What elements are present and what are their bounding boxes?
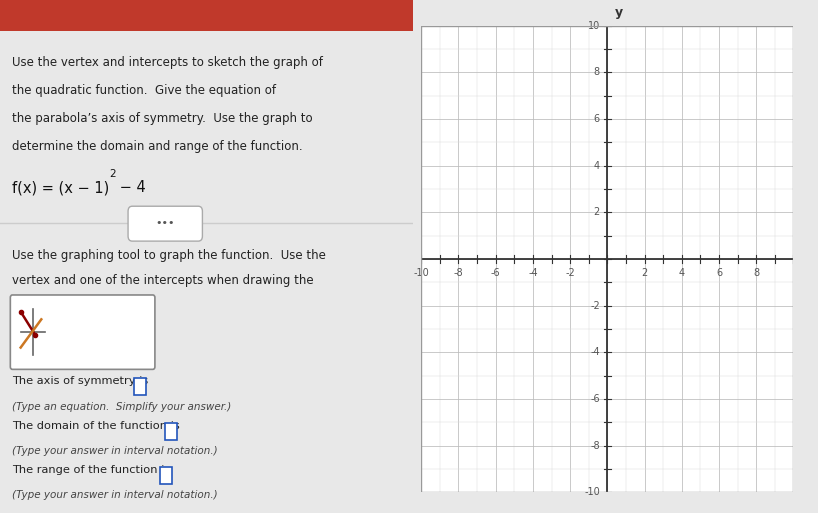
Text: •••: ••• — [155, 218, 175, 228]
Text: 10: 10 — [587, 21, 600, 31]
Text: -10: -10 — [413, 268, 429, 279]
Text: -4: -4 — [591, 347, 600, 358]
Text: -4: -4 — [528, 268, 537, 279]
Text: -6: -6 — [591, 394, 600, 404]
FancyBboxPatch shape — [160, 467, 172, 484]
Text: The domain of the function is: The domain of the function is — [12, 421, 180, 431]
Text: 6: 6 — [716, 268, 722, 279]
Text: -2: -2 — [590, 301, 600, 311]
Text: graph.: graph. — [12, 300, 51, 313]
FancyBboxPatch shape — [134, 378, 146, 395]
Text: Use the vertex and intercepts to sketch the graph of: Use the vertex and intercepts to sketch … — [12, 56, 323, 69]
Text: -2: -2 — [565, 268, 575, 279]
Text: 4: 4 — [594, 161, 600, 171]
Text: 8: 8 — [753, 268, 759, 279]
Text: enlarge: enlarge — [70, 333, 115, 347]
Text: 4: 4 — [679, 268, 685, 279]
Text: y: y — [615, 6, 623, 18]
Text: The axis of symmetry is: The axis of symmetry is — [12, 377, 149, 386]
Text: -8: -8 — [591, 441, 600, 451]
Text: 2: 2 — [110, 169, 116, 179]
FancyBboxPatch shape — [165, 423, 177, 440]
FancyBboxPatch shape — [128, 206, 202, 241]
Text: 2: 2 — [594, 207, 600, 218]
Text: -8: -8 — [454, 268, 463, 279]
Text: vertex and one of the intercepts when drawing the: vertex and one of the intercepts when dr… — [12, 274, 314, 287]
Text: the quadratic function.  Give the equation of: the quadratic function. Give the equatio… — [12, 84, 276, 97]
FancyBboxPatch shape — [11, 295, 155, 369]
Text: 8: 8 — [594, 67, 600, 77]
Text: -6: -6 — [491, 268, 501, 279]
Text: (Type your answer in interval notation.): (Type your answer in interval notation.) — [12, 490, 218, 500]
Text: graph: graph — [70, 353, 105, 366]
Text: the parabola’s axis of symmetry.  Use the graph to: the parabola’s axis of symmetry. Use the… — [12, 112, 313, 125]
Text: (Type an equation.  Simplify your answer.): (Type an equation. Simplify your answer.… — [12, 402, 231, 411]
Text: The range of the function is: The range of the function is — [12, 465, 171, 475]
Text: -10: -10 — [584, 487, 600, 498]
Text: 2: 2 — [641, 268, 648, 279]
Text: (Type your answer in interval notation.): (Type your answer in interval notation.) — [12, 446, 218, 456]
Text: 6: 6 — [594, 114, 600, 124]
Text: determine the domain and range of the function.: determine the domain and range of the fu… — [12, 140, 303, 152]
Text: Use the graphing tool to graph the function.  Use the: Use the graphing tool to graph the funct… — [12, 249, 326, 262]
Bar — [0, 0, 413, 31]
Text: f(x) = (x − 1): f(x) = (x − 1) — [12, 180, 110, 195]
Text: − 4: − 4 — [115, 180, 146, 195]
Text: Click to: Click to — [70, 315, 114, 328]
